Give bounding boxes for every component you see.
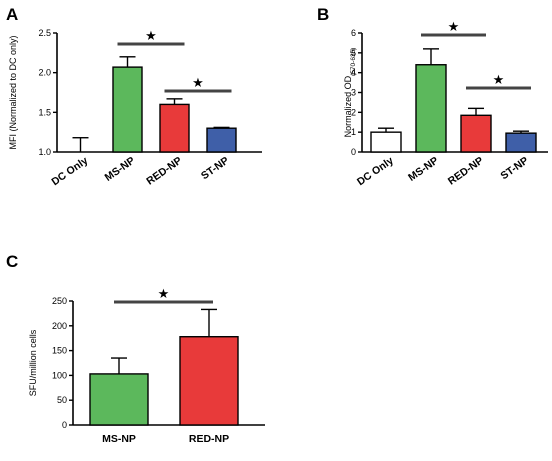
category-label: RED-NP [446,155,486,188]
bar [415,64,447,153]
significance-star: ★ [448,20,460,35]
category-label: MS-NP [102,433,136,445]
y-tick-label: 0 [62,420,67,430]
y-tick-label: 4 [351,68,356,78]
y-tick-label: 2 [351,107,356,117]
y-tick-label: 3 [351,88,356,98]
y-tick-label: 2.0 [38,68,51,78]
panel-label-c: C [6,252,18,271]
bar [112,66,143,153]
panel-a-chart: 1.0 1.5 2.0 2.5 MFI (Normalized to DC only) D… [8,28,262,188]
y-tick-label: 6 [351,28,356,38]
category-label: RED-NP [189,433,229,445]
y-axis-label: SFU/million cells [28,329,38,396]
y-tick-label: 100 [52,370,67,380]
y-tick-label: 150 [52,346,67,356]
panel-label-a: A [6,5,18,24]
y-axis-label-subscript: (570-635) [350,48,357,76]
y-tick-label: 2.5 [38,28,51,38]
y-tick-label: 200 [52,321,67,331]
bar [370,131,402,153]
y-axis-label: MFI (Normalized to DC only) [8,35,18,149]
category-label: RED-NP [144,155,184,188]
significance-star: ★ [192,76,204,91]
category-label: MS-NP [406,155,441,184]
bar [159,103,190,153]
category-label: DC Only [49,155,90,189]
bar [206,127,237,153]
panel-label-b: B [317,5,329,24]
panel-c-chart: 0 50 100 150 200 250 SFU/million cells MS-NP RED… [28,287,265,445]
bar [505,132,537,153]
y-tick-label: 250 [52,296,67,306]
y-tick-label: 0 [351,147,356,157]
category-label: MS-NP [103,155,138,184]
bar [89,373,149,426]
significance-star: ★ [158,287,170,302]
y-tick-label: 50 [57,395,67,405]
category-label: ST-NP [499,155,531,183]
significance-star: ★ [493,73,505,88]
significance-star: ★ [145,29,157,44]
y-tick-label: 5 [351,48,356,58]
category-label: ST-NP [199,155,231,183]
y-tick-label: 1 [351,127,356,137]
bar [179,336,239,426]
bar [460,114,492,153]
y-tick-label: 1.5 [38,107,51,117]
category-label: DC Only [355,155,396,189]
y-tick-label: 1.0 [38,147,51,157]
